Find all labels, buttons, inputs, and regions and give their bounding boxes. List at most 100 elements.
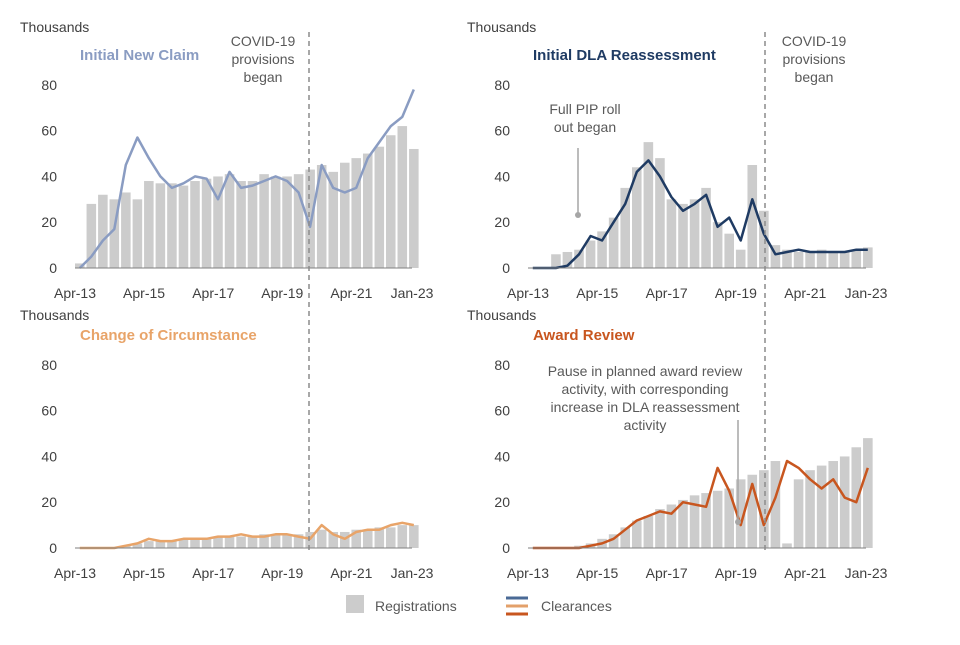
x-tick-label: Apr-19 [261, 285, 303, 301]
registration-bar [574, 249, 584, 268]
annotation-pointer-dot [575, 212, 581, 218]
registration-bar [121, 192, 131, 268]
registration-bar [132, 199, 143, 268]
y-tick-label: 20 [494, 214, 510, 230]
panel-2: Thousands 0 20 40 60 80 Apr-13 Apr-15 Apr-17 Apr-… [467, 19, 888, 301]
x-tick-label: Apr-13 [54, 565, 96, 581]
x-tick-label: Apr-21 [330, 285, 372, 301]
registration-bar [351, 529, 361, 548]
y-unit-label: Thousands [467, 307, 536, 323]
y-tick-label: 80 [41, 77, 57, 93]
registration-bar [770, 245, 781, 268]
registration-bar [793, 479, 804, 548]
registration-bar [409, 525, 419, 548]
x-tick-label: Jan-23 [391, 565, 434, 581]
registration-bar [863, 247, 873, 268]
registration-bar [247, 181, 258, 268]
registration-bar [759, 470, 769, 548]
registration-bar [282, 534, 292, 548]
registration-bar [155, 541, 166, 548]
clearances-line [79, 521, 415, 550]
registration-bar [328, 171, 339, 268]
registration-bar [608, 217, 619, 268]
registration-bar [816, 465, 827, 548]
registration-bar [551, 254, 561, 268]
registration-bar [75, 263, 85, 268]
registration-bar [689, 495, 700, 548]
registration-bar [839, 456, 850, 548]
registration-bar [86, 203, 97, 268]
y-tick-label: 0 [502, 260, 510, 276]
registration-bar [293, 174, 304, 268]
y-tick-label: 80 [41, 357, 57, 373]
legend: Registrations Clearances [346, 595, 612, 616]
registration-bar [190, 181, 200, 268]
registration-bar [666, 504, 677, 548]
registration-bar [851, 447, 862, 548]
y-tick-label: 40 [41, 168, 57, 184]
registration-bar [132, 543, 143, 548]
registration-bar [735, 479, 746, 548]
registration-bar [747, 165, 758, 268]
registration-bar [828, 251, 838, 268]
award-annotation-text: activity, with corresponding [561, 381, 728, 397]
x-tick-label: Apr-19 [715, 285, 757, 301]
registration-bar [863, 438, 873, 548]
clearances-line [532, 459, 869, 550]
panel-3: Thousands 0 20 40 60 80 Apr-13 Apr-15 Apr-17 Apr-… [20, 307, 434, 581]
registration-bar [712, 222, 723, 268]
registration-bar [793, 251, 804, 268]
x-tick-label: Apr-13 [507, 285, 549, 301]
registration-bar [632, 167, 642, 268]
registration-bar [236, 181, 246, 268]
y-tick-label: 20 [494, 494, 510, 510]
registration-bar [201, 178, 212, 268]
registration-bar [247, 536, 258, 548]
registration-bar [362, 529, 373, 548]
registration-bar [167, 541, 177, 548]
clearances-line [78, 89, 415, 269]
panel-title: Award Review [533, 327, 635, 344]
covid-annotation-text: provisions [231, 51, 294, 67]
x-tick-label: Apr-21 [784, 285, 826, 301]
registration-bar [316, 529, 327, 548]
registration-bar [167, 183, 177, 268]
registration-bar [632, 520, 642, 548]
registration-bar [362, 153, 373, 268]
registration-bar [689, 199, 700, 268]
registration-bar [724, 233, 734, 268]
covid-annotation-text: provisions [782, 51, 845, 67]
registration-bar [655, 158, 665, 268]
registration-bar [224, 536, 235, 548]
registration-bar [816, 249, 827, 268]
registration-bar [839, 251, 850, 268]
pip-annotation-text: Full PIP roll [549, 101, 620, 117]
registration-bar [562, 251, 573, 268]
registration-bar [144, 181, 154, 268]
y-tick-label: 80 [494, 357, 510, 373]
registration-bar [585, 240, 596, 268]
panel-title: Initial New Claim [80, 47, 199, 64]
registration-bar [759, 210, 769, 268]
x-tick-label: Jan-23 [845, 565, 888, 581]
registration-bar [620, 187, 630, 268]
y-unit-label: Thousands [20, 19, 89, 35]
registration-bar [805, 251, 815, 268]
registration-bar [316, 165, 327, 268]
registration-bar [643, 515, 654, 548]
x-tick-label: Apr-17 [646, 285, 688, 301]
x-tick-label: Apr-15 [576, 285, 618, 301]
y-tick-label: 0 [49, 260, 57, 276]
y-tick-label: 0 [49, 540, 57, 556]
registration-bar [98, 194, 108, 268]
registration-bar [109, 199, 120, 268]
legend-registrations-swatch [346, 595, 364, 613]
registration-bar [201, 538, 212, 548]
registration-bar [678, 499, 688, 548]
registration-bar [397, 525, 408, 548]
y-tick-label: 40 [41, 448, 57, 464]
registration-bar [178, 185, 189, 268]
award-annotation-text: Pause in planned award review [548, 363, 743, 379]
